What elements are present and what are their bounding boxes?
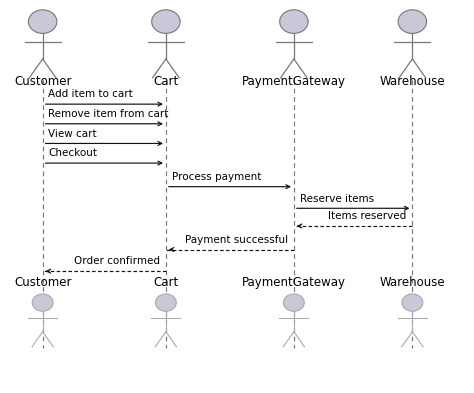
- Text: Checkout: Checkout: [48, 149, 97, 158]
- Text: Order confirmed: Order confirmed: [74, 257, 160, 266]
- Text: PaymentGateway: PaymentGateway: [242, 75, 346, 88]
- Text: Remove item from cart: Remove item from cart: [48, 109, 169, 119]
- Text: Warehouse: Warehouse: [380, 276, 445, 289]
- Text: Items reserved: Items reserved: [328, 211, 407, 221]
- Circle shape: [28, 10, 57, 33]
- Text: Process payment: Process payment: [172, 172, 261, 182]
- Text: Customer: Customer: [14, 75, 72, 88]
- Circle shape: [283, 294, 304, 311]
- Circle shape: [402, 294, 423, 311]
- Text: Customer: Customer: [14, 276, 72, 289]
- Text: Reserve items: Reserve items: [300, 194, 374, 204]
- Text: View cart: View cart: [48, 129, 97, 139]
- Circle shape: [280, 10, 308, 33]
- Text: Cart: Cart: [153, 276, 179, 289]
- Circle shape: [155, 294, 176, 311]
- Circle shape: [32, 294, 53, 311]
- Text: Payment successful: Payment successful: [185, 235, 288, 245]
- Text: PaymentGateway: PaymentGateway: [242, 276, 346, 289]
- Text: Cart: Cart: [153, 75, 179, 88]
- Text: Warehouse: Warehouse: [380, 75, 445, 88]
- Circle shape: [398, 10, 427, 33]
- Circle shape: [152, 10, 180, 33]
- Text: Add item to cart: Add item to cart: [48, 90, 133, 99]
